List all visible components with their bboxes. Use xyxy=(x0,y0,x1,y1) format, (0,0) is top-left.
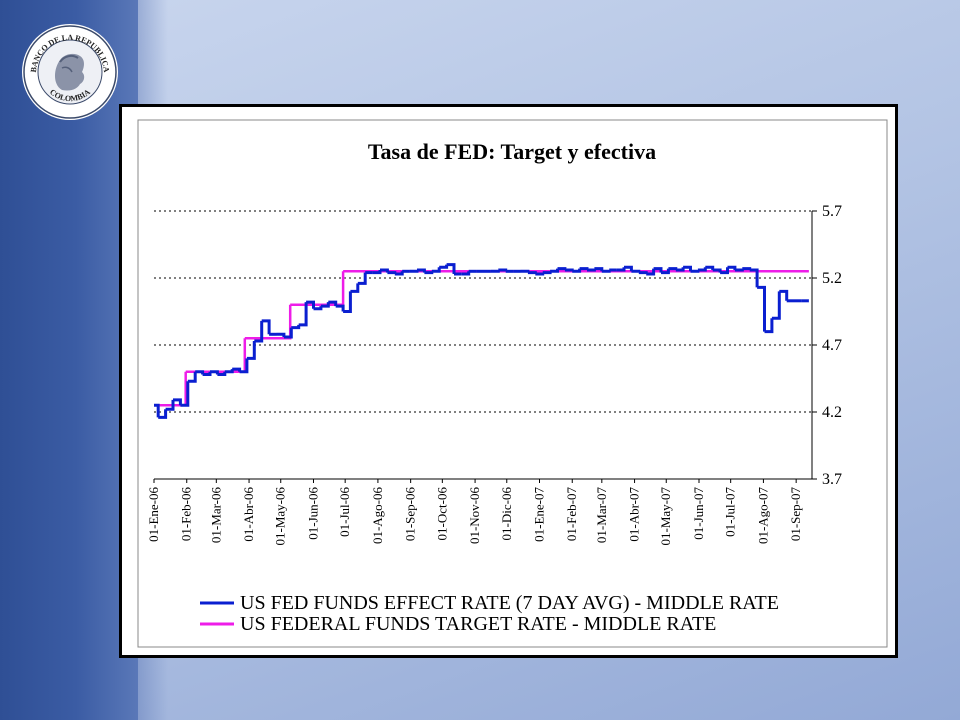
series-point xyxy=(557,267,567,271)
x-tick-label: 01-Mar-07 xyxy=(594,487,609,544)
series-point xyxy=(276,332,286,337)
x-tick-label: 01-Sep-07 xyxy=(788,487,803,542)
series-0 xyxy=(154,263,809,419)
series-point xyxy=(564,268,574,272)
series-point xyxy=(668,267,678,271)
series-point xyxy=(158,409,168,419)
legend-label: US FED FUNDS EFFECT RATE (7 DAY AVG) - M… xyxy=(240,592,779,614)
x-tick-label: 01-Ene-07 xyxy=(532,487,547,542)
legend-label: US FEDERAL FUNDS TARGET RATE - MIDDLE RA… xyxy=(240,613,716,635)
x-tick-label: 01-Oct-06 xyxy=(434,487,449,541)
x-tick-label: 01-Jun-06 xyxy=(305,487,320,540)
series-point xyxy=(520,269,530,273)
x-tick-label: 01-Abr-06 xyxy=(241,487,256,542)
series-point xyxy=(320,302,330,308)
x-tick-label: 01-May-06 xyxy=(273,487,288,546)
series-point xyxy=(165,399,175,411)
series-point xyxy=(424,271,434,275)
series-point xyxy=(601,269,611,273)
series-point xyxy=(498,268,508,272)
x-tick-label: 01-Dic-06 xyxy=(499,487,514,541)
x-tick-label: 01-Feb-06 xyxy=(179,487,194,542)
series-point xyxy=(439,264,449,269)
series-point xyxy=(490,269,500,273)
series-point xyxy=(306,300,315,309)
chart-frame: Tasa de FED: Target y efectiva 5.7 5.2 4.7… xyxy=(119,104,898,658)
chart-area-border xyxy=(137,119,888,648)
series-point xyxy=(742,267,752,271)
series-point xyxy=(550,268,559,273)
x-tick-label: 01-Ago-06 xyxy=(370,487,385,545)
x-tick-label: 01-Sep-06 xyxy=(403,487,418,542)
x-tick-label: 01-Abr-07 xyxy=(627,487,642,542)
series-point xyxy=(173,398,182,406)
y-tick-label: 4.2 xyxy=(822,404,842,421)
series-point xyxy=(180,381,190,407)
x-tick-label: 01-Nov-06 xyxy=(467,487,482,545)
y-tick-label: 5.2 xyxy=(822,270,842,287)
x-tick-label: 01-Feb-07 xyxy=(564,487,579,542)
series-point xyxy=(290,271,345,307)
x-tick-label: 01-May-07 xyxy=(658,487,673,546)
series-point xyxy=(690,269,700,273)
series-point xyxy=(631,269,641,273)
x-tick-label: 01-Mar-06 xyxy=(208,487,223,544)
series-point xyxy=(535,272,545,276)
series-point xyxy=(587,268,596,272)
series-point xyxy=(409,269,419,273)
series-point xyxy=(350,283,360,293)
series-point xyxy=(749,268,759,288)
series-point xyxy=(771,291,781,320)
series-point xyxy=(779,289,789,301)
chart-title: Tasa de FED: Target y efectiva xyxy=(368,139,656,164)
series-point xyxy=(343,291,352,313)
series-point xyxy=(387,271,397,275)
series-point xyxy=(261,319,271,335)
series-point xyxy=(185,338,247,374)
series-point xyxy=(646,268,656,276)
series-point xyxy=(187,371,197,383)
series-point xyxy=(224,369,234,374)
series-point xyxy=(246,341,256,360)
series-point xyxy=(757,285,766,332)
series-point xyxy=(572,268,582,273)
x-tick-label: 01-Ene-06 xyxy=(146,487,161,542)
series-point xyxy=(446,263,456,274)
series-point xyxy=(154,403,160,418)
series-point xyxy=(431,267,441,273)
series-point xyxy=(357,272,367,285)
y-tick-label: 5.7 xyxy=(822,203,842,220)
series-point xyxy=(734,268,744,272)
series-point xyxy=(720,267,729,275)
series-point xyxy=(527,271,537,275)
x-tick-label: 01-Ago-07 xyxy=(755,487,770,545)
series-1 xyxy=(154,270,809,407)
series-point xyxy=(291,324,301,330)
series-point xyxy=(638,271,648,275)
series-point xyxy=(616,267,626,272)
series-point xyxy=(579,267,589,271)
series-point xyxy=(697,267,707,272)
series-point xyxy=(542,271,552,275)
banco-logo: BANCO DE LA REPUBLICA COLOMBIA xyxy=(22,24,118,120)
series-point xyxy=(298,302,308,327)
chart-canvas: Tasa de FED: Target y efectiva 5.7 5.2 4.7… xyxy=(137,119,888,648)
series-point xyxy=(335,304,345,312)
series-point xyxy=(254,320,264,343)
coin-head-icon: BANCO DE LA REPUBLICA COLOMBIA xyxy=(23,25,117,119)
series-point xyxy=(283,327,293,339)
series-point xyxy=(210,370,219,375)
y-tick-label: 3.7 xyxy=(822,471,842,488)
series-point xyxy=(764,318,774,334)
x-tick-label: 01-Jul-07 xyxy=(723,487,738,537)
series-point xyxy=(239,358,249,374)
x-tick-label: 01-Jun-07 xyxy=(691,487,706,540)
x-tick-label: 01-Jul-06 xyxy=(337,487,352,537)
y-tick-label: 4.7 xyxy=(822,337,842,354)
